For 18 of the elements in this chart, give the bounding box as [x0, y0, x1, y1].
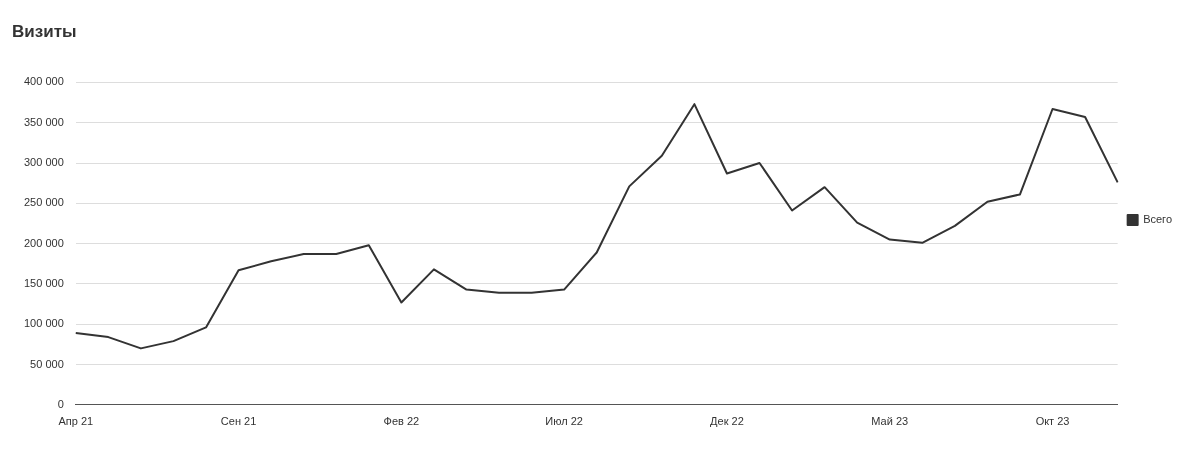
x-tick-label: Окт 23 — [1035, 415, 1070, 428]
x-tick-label: Июл 22 — [545, 415, 583, 428]
y-tick-label: 400 000 — [24, 75, 64, 88]
chart-title: Визиты — [12, 21, 77, 41]
y-tick-label: 0 — [57, 397, 64, 410]
y-tick-label: 250 000 — [24, 196, 64, 209]
legend-label: Всего — [1143, 213, 1172, 226]
y-tick-label: 200 000 — [24, 236, 64, 249]
x-tick-label: Фев 22 — [383, 415, 420, 428]
y-tick-label: 100 000 — [24, 317, 64, 330]
y-tick-label: 300 000 — [24, 156, 64, 169]
x-tick-label: Дек 22 — [710, 415, 744, 428]
y-tick-label: 350 000 — [24, 115, 64, 128]
x-tick-label: Май 23 — [871, 415, 909, 428]
y-tick-label: 150 000 — [24, 276, 64, 289]
y-tick-label: 50 000 — [30, 357, 64, 370]
x-tick-label: Сен 21 — [220, 415, 257, 428]
x-tick-label: Апр 21 — [58, 415, 94, 428]
